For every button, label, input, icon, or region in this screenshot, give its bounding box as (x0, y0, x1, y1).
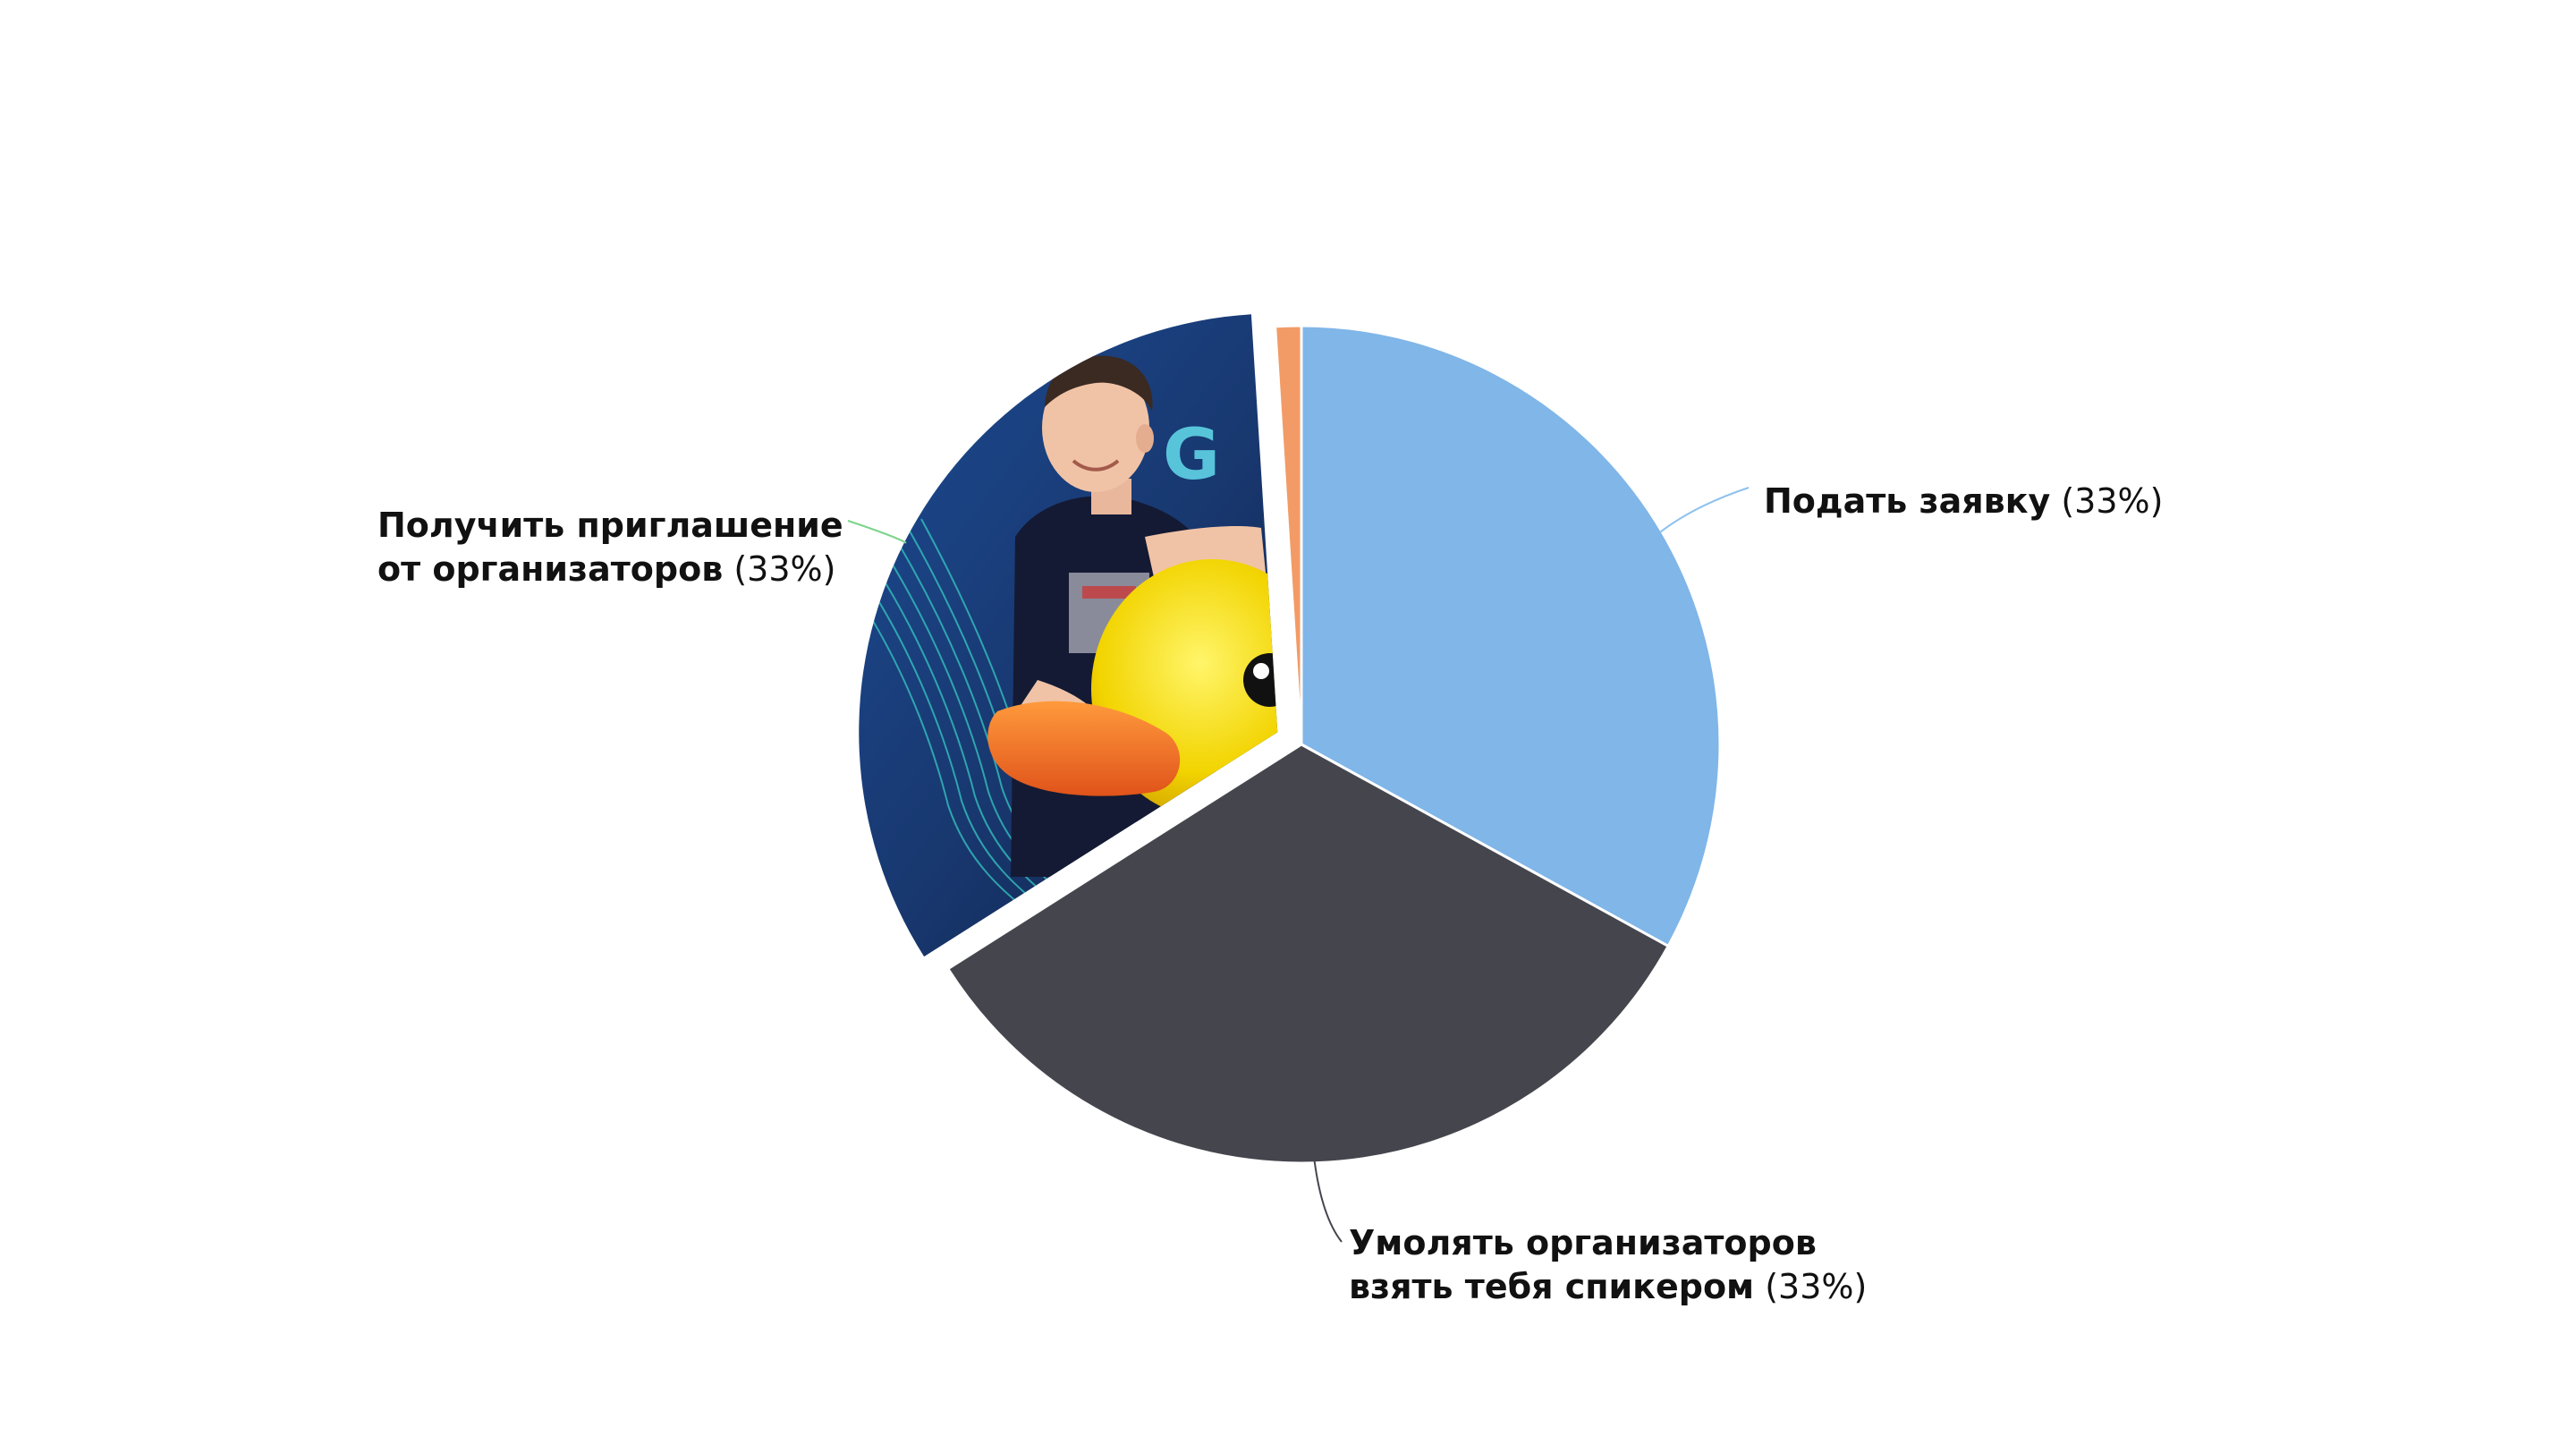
slice-label-beg: Умолять организаторов взять тебя спикеро… (1349, 1221, 1867, 1309)
slice-name-invite-line2: от организаторов (377, 549, 724, 589)
slice-label-apply: Подать заявку (33%) (1764, 480, 2163, 523)
slice-percent-apply: (33%) (2061, 481, 2164, 521)
slice-name-invite-line1: Получить приглашение (377, 506, 843, 545)
leader-lines (847, 487, 1750, 1243)
leader-line-apply (1659, 487, 1750, 533)
leader-line-beg (1313, 1160, 1343, 1243)
svg-text:G: G (1163, 415, 1220, 496)
pie-slice-other (1274, 324, 1303, 745)
slice-percent-invite: (33%) (733, 549, 836, 589)
slice-label-invite: Получить приглашение от организаторов (3… (377, 504, 843, 591)
slice-name-apply: Подать заявку (1764, 481, 2051, 521)
slice-name-beg-line1: Умолять организаторов (1349, 1223, 1817, 1262)
leader-line-invite (847, 520, 907, 544)
slice-percent-beg: (33%) (1765, 1267, 1868, 1306)
slice-name-beg-line2: взять тебя спикером (1349, 1267, 1755, 1306)
